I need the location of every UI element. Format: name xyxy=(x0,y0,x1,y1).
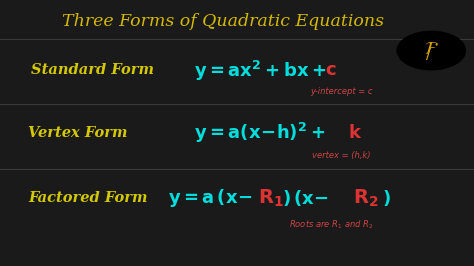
Text: $\mathbf{)\,(x\!-\!}$: $\mathbf{)\,(x\!-\!}$ xyxy=(282,188,329,208)
Text: $\mathcal{F}$: $\mathcal{F}$ xyxy=(424,40,439,58)
Text: $\mathbf{y = ax^2 + bx + }$: $\mathbf{y = ax^2 + bx + }$ xyxy=(194,59,327,82)
Text: $\mathbf{k}$: $\mathbf{k}$ xyxy=(348,124,363,142)
Text: Vertex Form: Vertex Form xyxy=(28,126,128,140)
Text: Roots are $R_1$ and $R_2$: Roots are $R_1$ and $R_2$ xyxy=(290,219,374,231)
Text: $\mathbf{)}$: $\mathbf{)}$ xyxy=(382,188,390,208)
Text: $\mathbf{y = a\,(x\!-\!}$: $\mathbf{y = a\,(x\!-\!}$ xyxy=(168,187,253,209)
Circle shape xyxy=(397,31,465,70)
Text: Three Forms of Quadratic Equations: Three Forms of Quadratic Equations xyxy=(62,13,384,30)
Text: $\mathbf{c}$: $\mathbf{c}$ xyxy=(325,61,336,80)
Text: $/$: $/$ xyxy=(425,45,433,62)
Text: vertex = (h,k): vertex = (h,k) xyxy=(312,151,371,160)
Text: Standard Form: Standard Form xyxy=(31,64,154,77)
Text: Factored Form: Factored Form xyxy=(28,191,147,205)
Text: $\mathbf{y = a(x\!-\!h)^2 + }$: $\mathbf{y = a(x\!-\!h)^2 + }$ xyxy=(194,121,326,145)
Text: y-intercept = c: y-intercept = c xyxy=(310,87,373,96)
Text: $\mathbf{R_2}$: $\mathbf{R_2}$ xyxy=(353,188,379,209)
Text: $\mathbf{R_1}$: $\mathbf{R_1}$ xyxy=(258,188,284,209)
